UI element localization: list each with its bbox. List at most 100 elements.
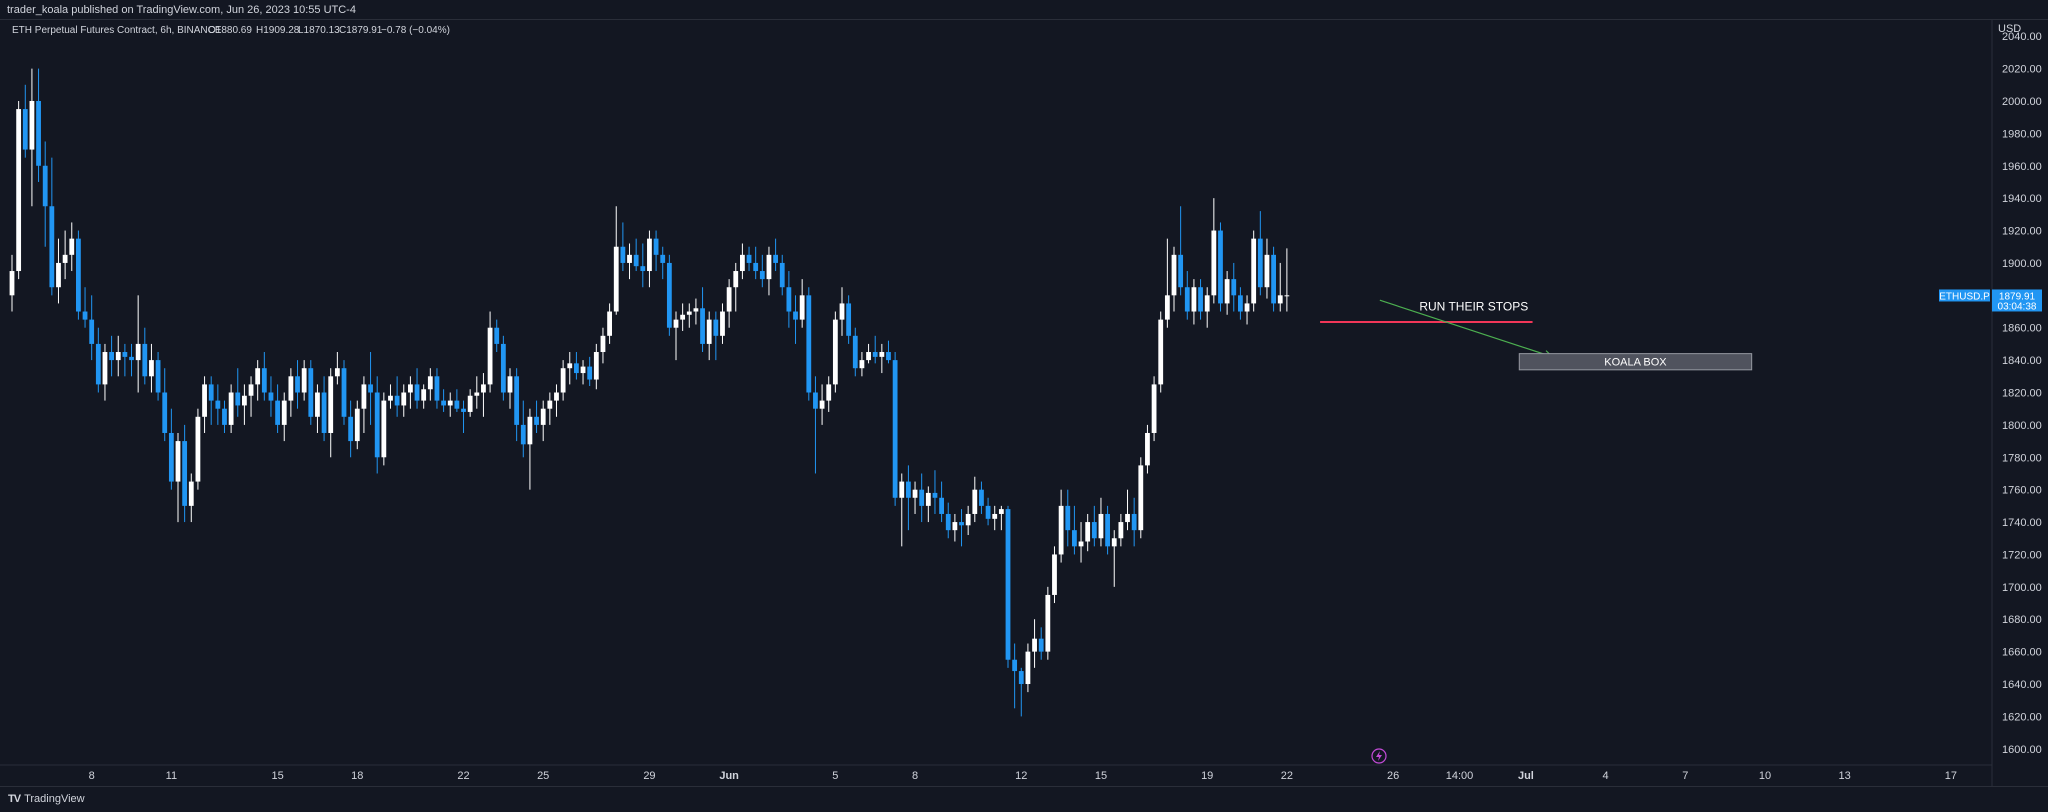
candle-body xyxy=(115,352,121,361)
candle-body xyxy=(434,376,440,401)
candle-body xyxy=(381,400,387,458)
candle-body xyxy=(374,392,380,458)
candle-body xyxy=(1052,554,1057,595)
candle-body xyxy=(1257,238,1263,288)
time-tick-label: 29 xyxy=(643,770,655,782)
candle-body xyxy=(102,352,108,385)
price-tick-label: 1900.00 xyxy=(2002,258,2042,270)
candle-body xyxy=(348,416,354,442)
candle-body xyxy=(1105,513,1110,547)
candle-body xyxy=(122,352,128,357)
candle-body xyxy=(1211,230,1217,296)
candle-body xyxy=(281,400,287,425)
candle-body xyxy=(1005,509,1011,660)
candle-body xyxy=(394,395,400,406)
price-tick-label: 1700.00 xyxy=(2002,582,2042,594)
time-tick-label: 19 xyxy=(1201,770,1213,782)
candle-body xyxy=(461,408,466,412)
candle-body xyxy=(175,441,181,482)
time-tick-label: 13 xyxy=(1839,770,1851,782)
candle-body xyxy=(819,400,825,409)
candle-body xyxy=(1078,541,1084,547)
candle-body xyxy=(846,303,852,336)
candle-body xyxy=(647,238,652,272)
candle-body xyxy=(653,238,659,255)
ohlc-close: C1879.91 xyxy=(339,25,383,36)
time-tick-label: 4 xyxy=(1603,770,1609,782)
bar-countdown: 03:04:38 xyxy=(1998,301,2037,312)
candle-body xyxy=(1072,530,1077,547)
candle-body xyxy=(613,246,619,312)
candle-body xyxy=(593,352,599,380)
candle-body xyxy=(1118,522,1124,539)
candle-body xyxy=(979,489,984,506)
tradingview-logo-icon: TV xyxy=(8,793,21,805)
candle-body xyxy=(1158,319,1164,385)
candle-body xyxy=(328,376,334,433)
candle-body xyxy=(700,308,705,344)
candle-body xyxy=(713,319,719,336)
price-tick-label: 1940.00 xyxy=(2002,193,2042,205)
candle-body xyxy=(354,408,360,442)
candle-body xyxy=(514,376,520,425)
candle-body xyxy=(1025,651,1031,685)
candle-body xyxy=(892,360,898,498)
time-tick-label: 22 xyxy=(1281,770,1293,782)
candle-body xyxy=(268,392,274,401)
footer-bar: TV TradingView xyxy=(0,786,2048,812)
candle-body xyxy=(1264,254,1270,288)
candle-body xyxy=(786,287,792,312)
price-tick-label: 1760.00 xyxy=(2002,485,2042,497)
tradingview-logo[interactable]: TV TradingView xyxy=(8,793,85,805)
candle-body xyxy=(500,343,506,393)
time-tick-label: 11 xyxy=(166,770,177,782)
candle-body xyxy=(129,356,134,361)
candle-body xyxy=(288,376,294,401)
candle-body xyxy=(334,368,340,377)
time-tick-label: 8 xyxy=(89,770,95,782)
candle-body xyxy=(886,352,891,361)
candle-body xyxy=(534,416,539,425)
candle-body xyxy=(135,343,141,361)
candle-body xyxy=(939,497,944,514)
last-price-tag[interactable] xyxy=(1992,289,2042,312)
time-tick-label: 12 xyxy=(1015,770,1027,782)
candle-body xyxy=(720,311,725,336)
run-their-stops-label[interactable]: RUN THEIR STOPS xyxy=(1419,300,1528,314)
candle-body xyxy=(42,165,48,207)
candle-body xyxy=(95,343,101,385)
candle-body xyxy=(481,384,486,393)
candle-body xyxy=(89,319,95,344)
koala-box[interactable] xyxy=(1518,353,1753,371)
currency-label[interactable]: USD xyxy=(1998,23,2021,35)
candle-body xyxy=(255,368,261,385)
candle-body xyxy=(766,254,772,280)
candle-body xyxy=(1284,295,1290,297)
candle-body xyxy=(1125,513,1130,523)
candle-body xyxy=(182,441,188,506)
price-tick-label: 1800.00 xyxy=(2002,420,2042,432)
candle-body xyxy=(899,481,905,498)
price-tick-label: 1600.00 xyxy=(2002,744,2042,756)
candle-body xyxy=(793,311,798,320)
candle-body xyxy=(295,376,300,393)
time-tick-label: 14:00 xyxy=(1446,770,1474,782)
candle-body xyxy=(441,400,446,406)
candle-body xyxy=(985,505,991,519)
event-marker-icon[interactable] xyxy=(1371,748,1387,764)
candle-body xyxy=(826,384,832,401)
candle-body xyxy=(168,432,174,482)
price-tick-label: 1980.00 xyxy=(2002,128,2042,140)
candle-body xyxy=(759,271,765,280)
candle-body xyxy=(474,392,480,396)
candle-body xyxy=(62,254,68,263)
candle-body xyxy=(308,368,314,417)
candle-body xyxy=(574,363,579,374)
arrow-line[interactable] xyxy=(1379,299,1553,358)
candle-body xyxy=(301,368,307,393)
candle-body xyxy=(467,395,473,412)
candle-body xyxy=(1091,522,1097,539)
candle-body xyxy=(660,254,666,263)
price-tick-label: 1660.00 xyxy=(2002,647,2042,659)
